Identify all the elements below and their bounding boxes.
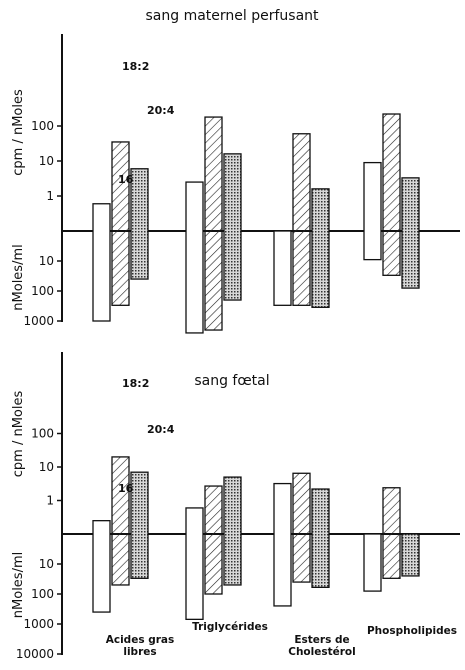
tick-label-1000: 1000	[23, 314, 54, 328]
tick-label-100: 100	[31, 284, 54, 298]
tick-label-1000: 1000	[23, 617, 54, 631]
bar-18-2-acides	[111, 141, 130, 306]
bar-18-2-phospholipides	[382, 113, 401, 276]
bar-18-2-acides	[111, 456, 130, 586]
bar-16-esters	[273, 230, 292, 306]
tick-label-100: 100	[31, 427, 54, 441]
category-label: Triglycérides	[192, 621, 268, 633]
category-label: libres	[123, 646, 156, 658]
category-label: Cholestérol	[288, 646, 356, 658]
bar-18-2-phospholipides	[382, 487, 401, 579]
bar-18-2-triglycérides	[204, 116, 223, 331]
bar-16-esters	[273, 482, 292, 607]
bar-label-20-4: 20:4	[147, 104, 175, 117]
bar-label-16: 16	[118, 482, 134, 495]
bar-20-4-esters	[311, 488, 330, 588]
bar-16-acides	[92, 203, 111, 322]
bar-18-2-esters	[292, 472, 311, 583]
y-axis-label-nmoles: nMoles/ml	[11, 244, 26, 310]
category-label: Esters de	[294, 634, 349, 646]
bar-20-4-phospholipides	[401, 177, 420, 289]
bar-16-acides	[92, 520, 111, 613]
bar-20-4-triglycérides	[223, 476, 242, 586]
y-axis-label-nmoles: nMoles/ml	[11, 552, 26, 618]
tick-label-10: 10	[39, 154, 54, 168]
tick-label-100: 100	[31, 119, 54, 133]
charts-layer: sang maternel perfusant cpm / nMoles nMole…	[11, 8, 460, 661]
tick-label-10: 10	[39, 557, 54, 571]
tick-label-1: 1	[46, 189, 54, 203]
bar-label-18-2: 18:2	[122, 377, 149, 390]
bar-18-2-triglycérides	[204, 485, 223, 595]
category-label: Phospholipides	[367, 625, 457, 637]
tick-label-100: 100	[31, 587, 54, 601]
bar-20-4-acides	[130, 168, 149, 280]
bar-label-16: 16	[118, 173, 134, 186]
panel-title: sang fœtal	[194, 373, 269, 389]
y-axis-label-cpm: cpm / nMoles	[11, 89, 26, 176]
category-label: Acides gras	[106, 634, 175, 646]
bar-18-2-esters	[292, 133, 311, 306]
tick-label-10000: 10000	[16, 647, 54, 661]
tick-label-1: 1	[46, 494, 54, 508]
bar-label-20-4: 20:4	[147, 423, 175, 436]
bar-20-4-acides	[130, 471, 149, 579]
bar-20-4-phospholipides	[401, 533, 420, 577]
bar-16-triglycérides	[185, 181, 204, 334]
bar-16-triglycérides	[185, 507, 204, 621]
bar-16-phospholipides	[363, 161, 382, 261]
bar-20-4-triglycérides	[223, 153, 242, 301]
tick-label-10: 10	[39, 460, 54, 474]
y-axis-label-cpm: cpm / nMoles	[11, 391, 26, 478]
bar-label-18-2: 18:2	[122, 60, 149, 73]
tick-label-10: 10	[39, 254, 54, 268]
bar-16-phospholipides	[363, 533, 382, 592]
bar-20-4-esters	[311, 188, 330, 308]
panel-title: sang maternel perfusant	[145, 8, 319, 24]
